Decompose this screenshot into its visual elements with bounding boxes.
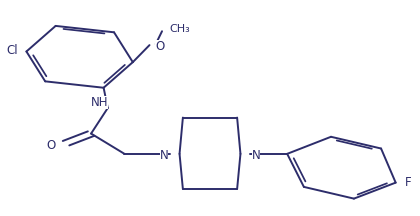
Text: F: F	[405, 176, 412, 189]
Text: NH: NH	[91, 96, 108, 109]
Text: O: O	[155, 40, 165, 53]
Text: O: O	[46, 139, 55, 152]
Text: N: N	[160, 149, 168, 162]
Text: N: N	[252, 149, 260, 162]
Text: Cl: Cl	[6, 44, 18, 57]
Text: CH₃: CH₃	[170, 24, 190, 34]
